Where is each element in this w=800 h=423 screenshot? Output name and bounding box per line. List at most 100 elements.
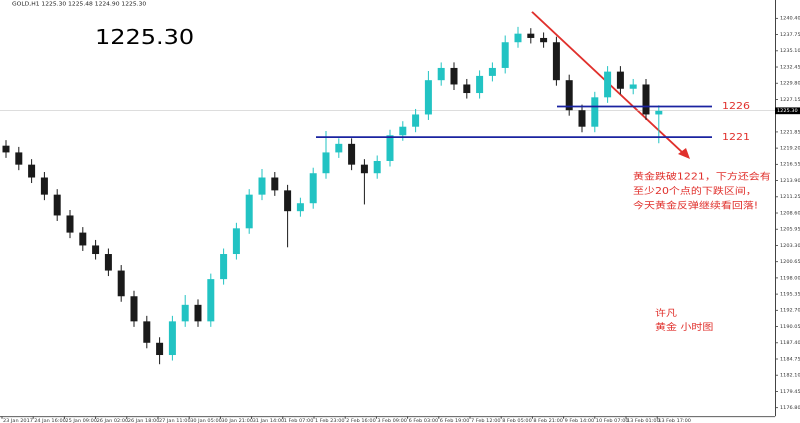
- candle-body: [412, 114, 420, 127]
- x-tick-label: 9 Feb 14:00: [565, 418, 595, 423]
- candle-body: [104, 254, 112, 271]
- candle-body: [629, 84, 637, 89]
- candle-body: [578, 110, 586, 127]
- candle-body: [296, 203, 304, 212]
- y-tick-label: 1195.35: [780, 292, 800, 297]
- candle-body: [540, 37, 548, 43]
- candle-body: [92, 245, 100, 255]
- candle-body: [258, 177, 266, 195]
- candle-body: [284, 190, 292, 212]
- candle-body: [322, 152, 330, 174]
- caption: 黄金 小时图: [655, 321, 713, 333]
- x-tick-label: 8 Feb 05:00: [502, 418, 532, 423]
- candle-body: [15, 152, 23, 165]
- y-tick-label: 1235.10: [780, 49, 800, 54]
- x-tick-label: 8 Feb 21:00: [533, 418, 563, 423]
- candle-body: [476, 75, 484, 94]
- x-tick-label: 25 Jan 09:00: [65, 418, 97, 423]
- y-tick-label: 1205.95: [780, 227, 800, 232]
- header: GOLD,H1 1225.30 1225.48 1224.90 1225.30: [12, 2, 147, 7]
- x-tick-label: 26 Jan 02:00: [97, 418, 129, 423]
- x-tick-label: 26 Jan 18:00: [128, 418, 160, 423]
- x-tick-label: 3 Feb 09:00: [377, 418, 407, 423]
- y-tick-label: 1216.55: [780, 162, 800, 167]
- y-tick-label: 1240.40: [780, 16, 800, 21]
- candle-body: [604, 71, 612, 98]
- x-tick-label: 1 Feb 23:00: [315, 418, 345, 423]
- candle-body: [245, 194, 253, 229]
- candle-body: [450, 67, 458, 85]
- candle-body: [565, 80, 573, 111]
- candle-body: [616, 71, 624, 89]
- candle-body: [514, 33, 522, 43]
- candle-body: [130, 296, 138, 322]
- x-tick-label: 31 Jan 14:00: [253, 418, 285, 423]
- y-tick-label: 1182.10: [780, 373, 800, 378]
- y-tick-label: 1221.85: [780, 130, 800, 135]
- candle-body: [309, 173, 317, 204]
- x-tick-label: 6 Feb 03:00: [409, 418, 439, 423]
- y-tick-label: 1219.20: [780, 146, 800, 151]
- y-tick-label: 1208.60: [780, 211, 800, 216]
- x-tick-label: 13 Feb 01:00: [627, 418, 660, 423]
- candle-body: [463, 84, 471, 94]
- candle-body: [642, 84, 650, 115]
- candle-body: [437, 67, 445, 81]
- level-label: 1226: [722, 102, 750, 112]
- y-tick-label: 1176.80: [780, 405, 800, 410]
- candle-body: [156, 342, 164, 356]
- x-tick-label: 23 Jan 2017: [3, 418, 33, 423]
- level-label: 1221: [722, 133, 750, 143]
- candle-body: [373, 160, 381, 174]
- y-tick-label: 1237.75: [780, 32, 800, 37]
- candle-body: [181, 304, 189, 322]
- candle-body: [271, 177, 279, 191]
- x-tick-label: 24 Jan 16:00: [34, 418, 66, 423]
- candle-body: [488, 67, 496, 76]
- candle-body: [28, 164, 36, 178]
- y-tick-label: 1227.15: [780, 97, 800, 102]
- candle-body: [348, 143, 356, 165]
- candle-body: [168, 321, 176, 356]
- x-tick-label: 13 Feb 17:00: [658, 418, 691, 423]
- x-tick-label: 2 Feb 16:00: [346, 418, 376, 423]
- y-tick-label: 1232.45: [780, 65, 800, 70]
- y-tick-label: 1200.65: [780, 259, 800, 264]
- candle-body: [117, 270, 125, 297]
- x-tick-label: 6 Feb 19:00: [440, 418, 470, 423]
- candle-body: [232, 228, 240, 255]
- candle-body: [655, 110, 663, 115]
- x-tick-label: 27 Jan 11:00: [159, 418, 191, 423]
- y-tick-label: 1190.05: [780, 324, 800, 329]
- candle-body: [220, 254, 228, 280]
- annotation: 黄金跌破1221，下方还会有: [633, 170, 771, 182]
- y-tick-label: 1179.45: [780, 389, 800, 394]
- candle-body: [501, 42, 509, 68]
- candle-body: [335, 143, 343, 153]
- candle-body: [386, 135, 394, 161]
- candle-body: [360, 164, 368, 174]
- candle-body: [527, 33, 535, 38]
- y-tick-label: 1213.90: [780, 178, 800, 183]
- candle-body: [53, 194, 61, 216]
- x-tick-label: 30 Jan 21:00: [221, 418, 253, 423]
- current-price-box: [775, 107, 800, 115]
- candle-body: [207, 279, 215, 322]
- candle-body: [143, 321, 151, 343]
- author: 许凡: [655, 308, 677, 319]
- x-tick-label: 10 Feb 07:00: [596, 418, 629, 423]
- candle-body: [399, 126, 407, 136]
- trend-arrow: [678, 148, 690, 160]
- candle-body: [424, 80, 432, 115]
- y-tick-label: 1184.75: [780, 357, 800, 362]
- candle-body: [552, 42, 560, 81]
- y-tick-label: 1229.80: [780, 81, 800, 86]
- y-tick-label: 1187.40: [780, 340, 800, 345]
- candle-body: [66, 215, 74, 233]
- y-tick-label: 1211.25: [780, 195, 800, 200]
- candle-body: [591, 97, 599, 127]
- candle-body: [40, 177, 48, 195]
- candle-body: [79, 232, 87, 246]
